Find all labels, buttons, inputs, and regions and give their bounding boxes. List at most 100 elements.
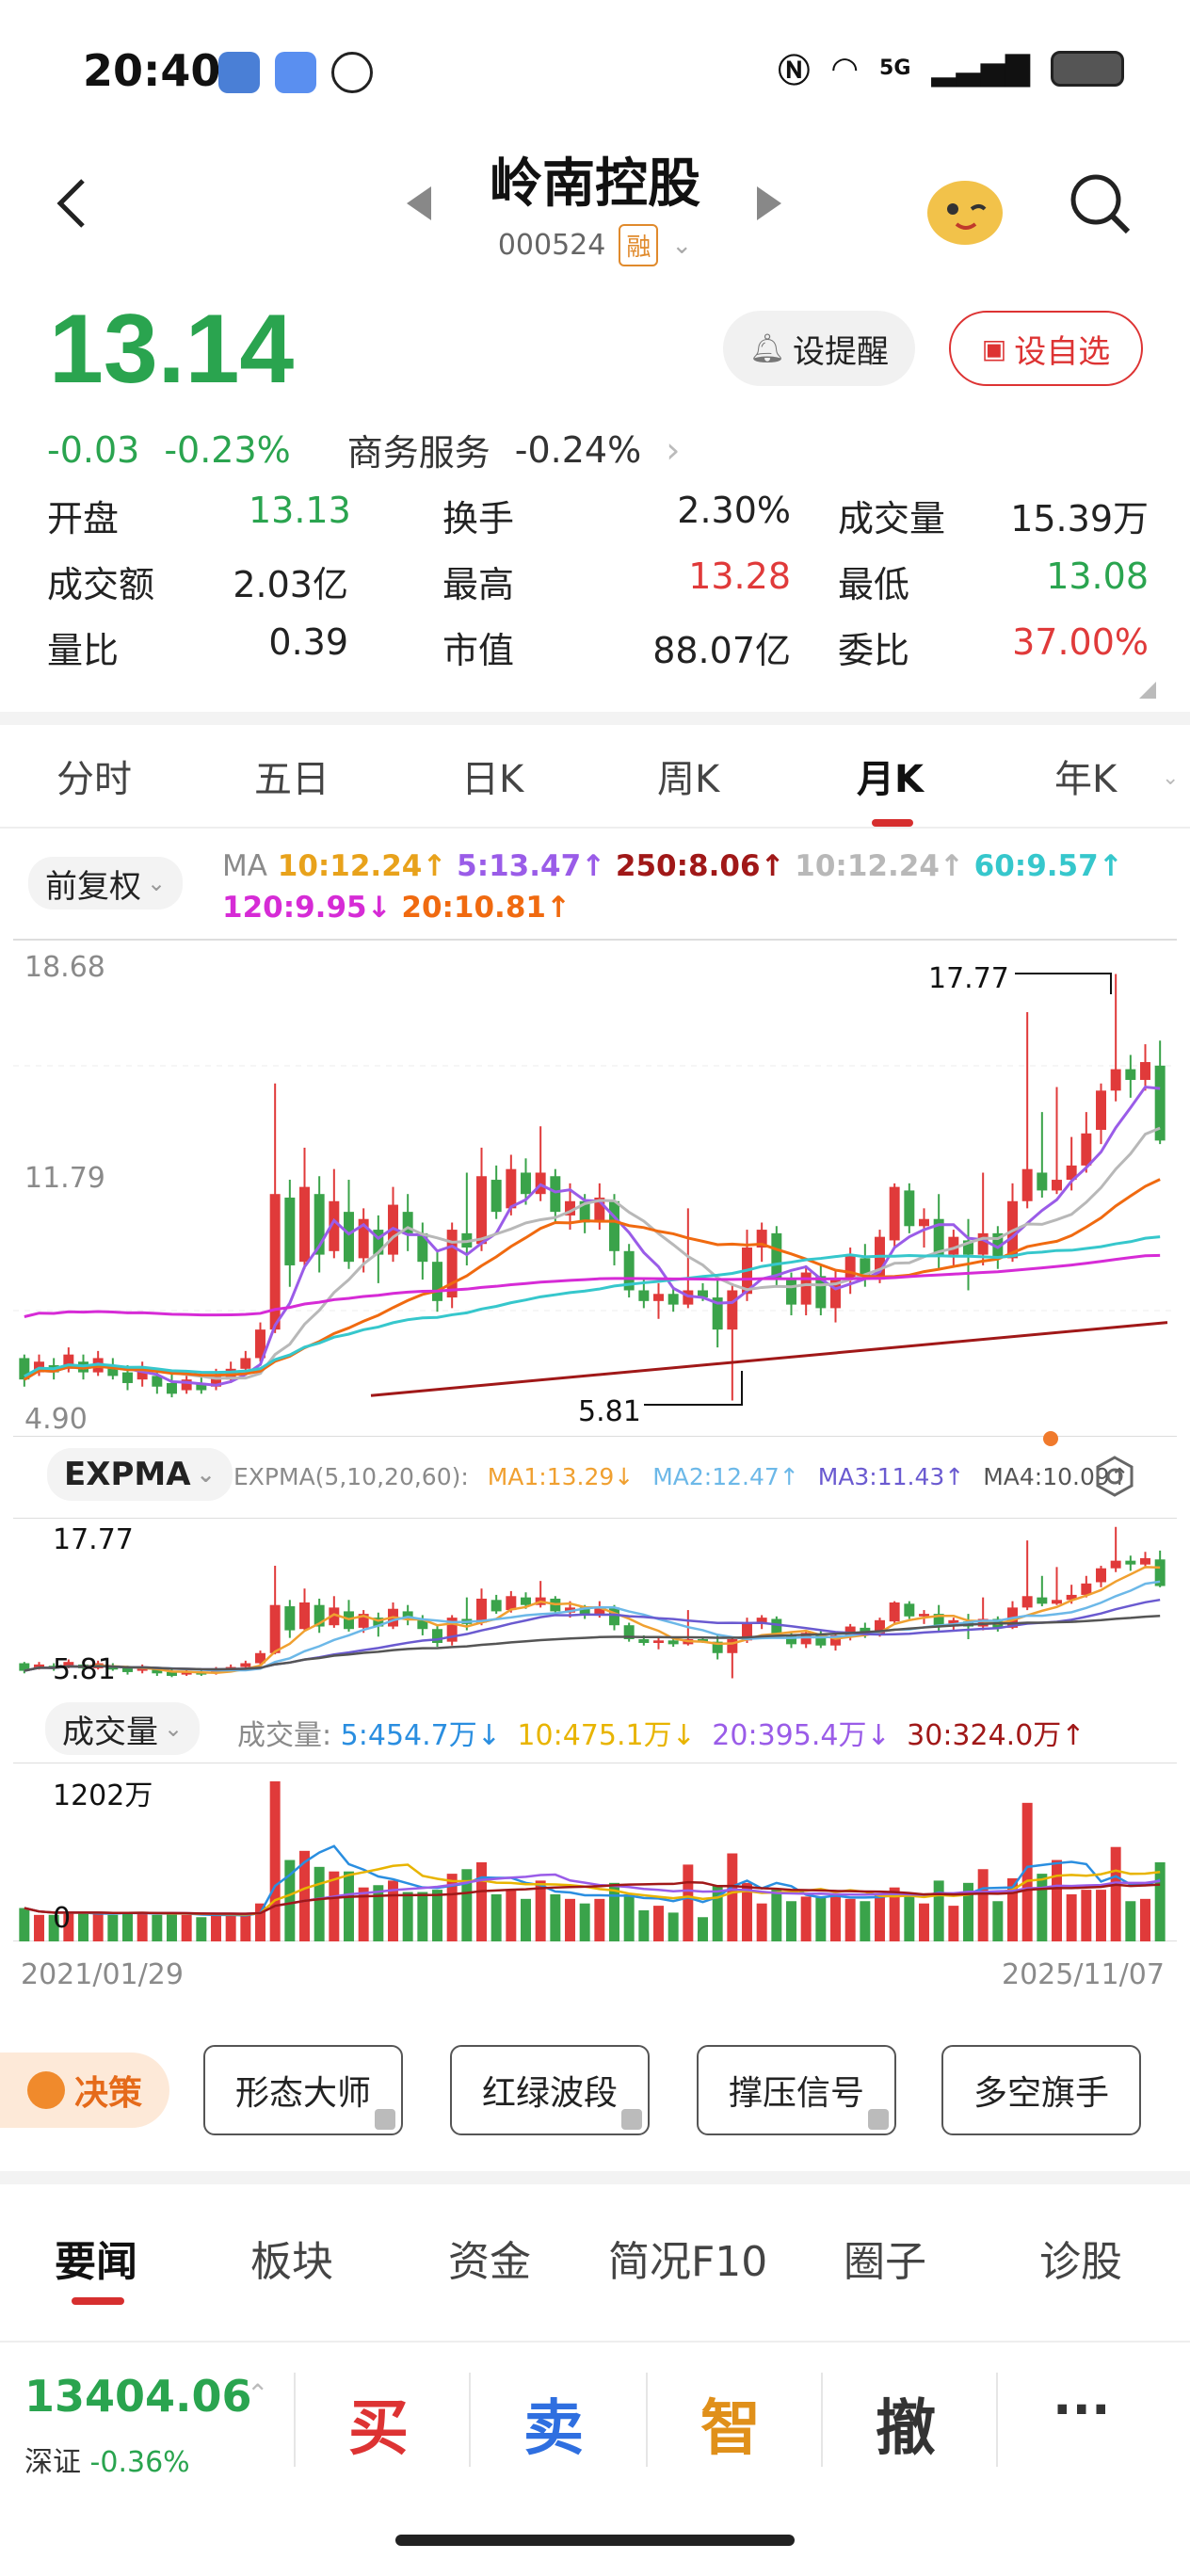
settings-icon[interactable] [1094,1456,1135,1497]
tab-wuri[interactable]: 五日 [254,758,330,801]
volume-bar [63,1912,74,1941]
cancel-order-button[interactable]: 撤 [876,2394,936,2464]
candle-body [638,1290,650,1301]
tab-fenshi[interactable]: 分时 [56,758,132,801]
remind-button[interactable]: 🔔︎ 设提醒 [723,311,915,386]
candle-body [756,1230,767,1248]
add-watchlist-button[interactable]: ▣ 设自选 [949,311,1143,386]
candle-body [948,1236,959,1255]
volume-bar [1096,1890,1106,1941]
news-tab[interactable]: 资金 [448,2238,531,2286]
expand-corner-icon[interactable] [1139,682,1156,699]
strategy-button[interactable]: 多空旗手 [941,2045,1141,2135]
expma-body [698,1638,708,1642]
scroll-dot[interactable] [1043,1431,1058,1446]
candle-body [476,1176,487,1245]
expma-y-top: 17.77 [53,1523,134,1556]
strategy-button[interactable]: 形态大师 [203,2045,403,2135]
index-value[interactable]: 13404.06 [24,2371,252,2422]
expma-body [269,1604,281,1653]
expma-item: MA2:12.47↑ [652,1463,799,1490]
prev-stock-icon[interactable] [403,185,435,222]
tab-yuek[interactable]: 月K [857,758,924,801]
buy-button[interactable]: 买 [348,2394,409,2464]
stat-label: 成交量 [838,498,946,539]
divider [0,2171,1190,2184]
battery-icon [1051,50,1124,87]
divider [996,2373,998,2467]
news-tab[interactable]: 板块 [250,2238,333,2286]
wifi-icon: ◠ [830,49,860,88]
adjust-dropdown[interactable]: 前复权 ⌄ [28,857,184,910]
chevron-down-icon[interactable]: ⌄ [1162,766,1180,790]
news-tab[interactable]: 要闻 [55,2238,137,2286]
sell-button[interactable]: 卖 [523,2394,584,2464]
news-tab[interactable]: 圈子 [844,2238,926,2286]
decision-badge[interactable]: 决策 [0,2053,169,2128]
volume-legend[interactable]: 成交量: 5:454.7万↓ 10:475.1万↓ 20:395.4万↓ 30:… [237,1712,1085,1753]
expma-body [727,1638,738,1653]
candle-body [889,1186,900,1241]
chevron-right-icon[interactable]: › [666,428,681,471]
candle-body [667,1294,679,1305]
candle-body [933,1218,944,1255]
volume-chart[interactable] [0,1763,1190,1941]
volume-bar [771,1890,782,1941]
expma-body [1021,1596,1033,1608]
candle-body [167,1382,177,1394]
candle-body [269,1194,281,1330]
volume-bar [860,1901,871,1941]
expma-body [1096,1568,1106,1583]
tab-zhouk[interactable]: 周K [657,758,720,801]
smart-button[interactable]: 智 [700,2394,761,2464]
strategy-button[interactable]: 红绿波段 [450,2045,650,2135]
expma-body [1125,1560,1136,1565]
home-indicator[interactable] [395,2535,795,2546]
candle-body [506,1168,517,1209]
candle-body [196,1382,207,1391]
search-icon[interactable] [1066,169,1134,237]
divider [469,2373,471,2467]
stat-label: 委比 [838,630,910,671]
volume-item: 30:324.0万↑ [907,1719,1085,1752]
active-tab-indicator [872,819,913,827]
more-icon[interactable]: ··· [1053,2380,1111,2439]
expma-legend[interactable]: EXPMA(5,10,20,60): MA1:13.29↓ MA2:12.47↑… [233,1463,1130,1490]
expma-dropdown[interactable]: EXPMA ⌄ [47,1448,233,1501]
mascot-icon[interactable] [923,166,1007,250]
remind-label: 设提醒 [793,332,890,371]
sector-name[interactable]: 商务服务 [346,432,490,474]
volume-bar [461,1869,473,1941]
back-icon[interactable] [51,175,88,232]
ma-legend[interactable]: MA 10:12.24↑ 5:13.47↑ 250:8.06↑ 10:12.24… [222,845,1173,928]
stat-value: 13.13 [249,490,351,531]
expma-body [446,1618,458,1642]
stock-code-row[interactable]: 000524 融 ⌄ [0,224,1190,266]
volume-bar [1066,1893,1077,1941]
expma-body [904,1603,915,1617]
kline-chart[interactable] [0,938,1190,1437]
tab-niank[interactable]: 年K [1054,758,1118,801]
stat-value: 0.39 [268,621,348,663]
expma-chart[interactable] [0,1518,1190,1687]
volume-prefix: 成交量: [237,1719,332,1752]
volume-bar [623,1893,635,1941]
tab-rik[interactable]: 日K [461,758,524,801]
volume-bar [329,1871,340,1941]
chevron-up-icon[interactable]: ⌃ [247,2378,269,2409]
volume-dropdown[interactable]: 成交量 ⌄ [45,1702,201,1755]
expma-body [432,1629,442,1644]
ma-item: 10:12.24↑ [277,849,447,883]
expma-name: EXPMA [64,1456,191,1493]
volume-name: 成交量 [62,1713,158,1751]
watch-label: 设自选 [1014,332,1111,371]
volume-bar [446,1874,458,1941]
next-stock-icon[interactable] [753,185,785,222]
news-tab[interactable]: 简况F10 [608,2238,768,2286]
news-tab[interactable]: 诊股 [1039,2238,1122,2286]
expma-body [875,1619,885,1635]
strategy-button[interactable]: 撑压信号 [697,2045,896,2135]
candle-body [122,1372,133,1383]
expma-body [506,1596,517,1611]
ma-item: 60:9.57↑ [973,849,1123,883]
